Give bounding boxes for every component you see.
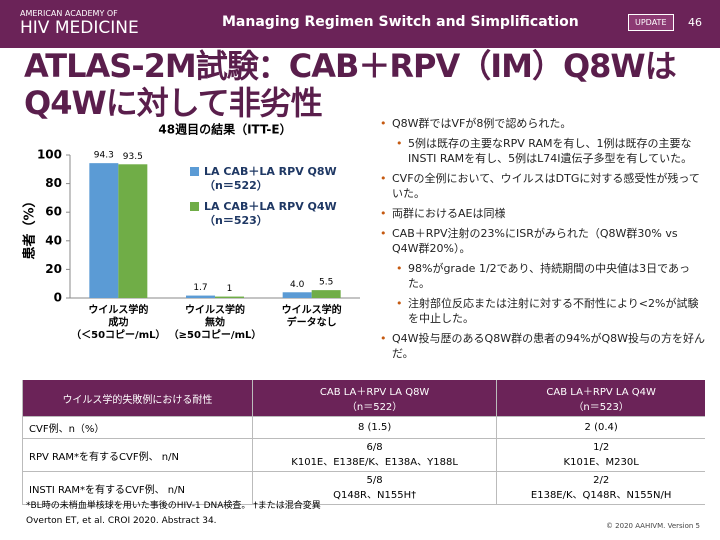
table-cell: 5/8 Q148R、N155H† [251, 471, 497, 505]
y-tick-label: 0 [54, 291, 62, 305]
table-row: CVF例、n（%） 8 (1.5) 2 (0.4) [22, 416, 705, 439]
chart-title: 48週目の結果（ITT-E） [158, 122, 291, 137]
resistance-table: ウイルス学的失敗例における耐性 CAB LA＋RPV LA Q8W （n＝522）… [22, 380, 705, 505]
bar [311, 290, 341, 298]
bullet: Q4W投与歴のあるQ8W群の患者の94%がQ8W投与の方を好んだ。 [378, 331, 706, 361]
value-label: 5.5 [319, 278, 333, 288]
table-cell: 8 (1.5) [251, 416, 497, 439]
y-tick-label: 80 [45, 176, 62, 190]
value-label: 1 [227, 284, 233, 294]
slide-title: ATLAS-2M試験：CAB＋RPV（IM）Q8Wは Q4Wに対して非劣性 [24, 47, 677, 122]
bullet-list: Q8W群ではVFが8例で認められた。 5例は既存の主要なRPV RAMを有し、1例… [378, 116, 706, 366]
table-cell: INSTI RAM*を有するCVF例、 n/N [22, 471, 253, 505]
bar [282, 292, 312, 298]
table-row: INSTI RAM*を有するCVF例、 n/N 5/8 Q148R、N155H† 2… [22, 471, 705, 505]
legend-label: LA CAB＋LA RPV Q4W （n＝523） [204, 200, 337, 227]
table-cell: CVF例、n（%） [22, 416, 253, 439]
bullet: Q8W群ではVFが8例で認められた。 [378, 116, 706, 131]
bullet: 両群におけるAEは同様 [378, 206, 706, 221]
header-cell: CAB LA＋RPV LA Q4W （n＝523） [496, 380, 705, 417]
bar [118, 164, 148, 298]
header-title: Managing Regimen Switch and Simplificati… [222, 14, 579, 30]
table-cell: 6/8 K101E、E138E/K、E138A、Y188L [251, 438, 497, 472]
org-line: AMERICAN ACADEMY OF [20, 9, 118, 18]
copyright: © 2020 AAHIVM. Version 5 [605, 522, 700, 530]
footnote: *BL時の未梢血単核球を用いた事後のHIV-1 DNA検査。 †または混合変異 [26, 501, 321, 511]
sub-bullet: 98%がgrade 1/2であり、持続期間の中央値は3日であった。 [378, 261, 706, 291]
y-tick-label: 40 [45, 233, 62, 247]
table-cell: RPV RAM*を有するCVF例、 n/N [22, 438, 253, 472]
chart: 48週目の結果（ITT-E） 患者（%） 0 20 40 60 80 100 ウイルス学的成… [22, 122, 360, 341]
header-cell: CAB LA＋RPV LA Q8W （n＝522） [251, 380, 497, 417]
bullet: CAB＋RPV注射の23%にISRがみられた（Q8W群30% vs Q4W群20… [378, 226, 706, 256]
bar [186, 295, 215, 298]
table-cell: 2/2 E138E/K、Q148R、N155N/H [496, 471, 705, 505]
legend-swatch [190, 202, 199, 211]
reference: Overton ET, et al. CROI 2020. Abstract 3… [26, 516, 217, 526]
table-cell: 1/2 K101E、M230L [496, 438, 705, 472]
value-label: 1.7 [193, 283, 207, 293]
x-tick-label: ウイルス学的無効（≥50コピー/mL） [169, 303, 262, 341]
header: AMERICAN ACADEMY OF HIV MEDICINE Managin… [0, 0, 720, 48]
header-cell: ウイルス学的失敗例における耐性 [22, 380, 253, 417]
y-tick-label: 100 [37, 148, 62, 162]
legend-label: LA CAB＋LA RPV Q8W （n＝522） [204, 165, 337, 192]
bullet: CVFの全例において、ウイルスはDTGに対する感受性が残っていた。 [378, 171, 706, 201]
table-row: RPV RAM*を有するCVF例、 n/N 6/8 K101E、E138E/K、E… [22, 438, 705, 472]
bar [215, 296, 244, 298]
legend-swatch [190, 167, 199, 176]
table-cell: 2 (0.4) [496, 416, 705, 439]
x-tick-label: ウイルス学的成功（＜50コピー/mL） [71, 303, 165, 341]
badge: UPDATE [628, 14, 674, 31]
page-number: 46 [688, 16, 702, 29]
value-label: 94.3 [94, 151, 114, 161]
x-tick-label: ウイルス学的データなし [282, 303, 342, 329]
y-tick-label: 20 [45, 262, 62, 276]
value-label: 93.5 [123, 152, 143, 162]
y-tick-label: 60 [45, 205, 62, 219]
sub-bullet: 5例は既存の主要なRPV RAMを有し、1例は既存の主要なINSTI RAMを有… [378, 136, 706, 166]
y-axis-label: 患者（%） [22, 194, 38, 259]
sub-bullet: 注射部位反応または注射に対する不耐性により<2%が試験を中止した。 [378, 296, 706, 326]
bar [89, 163, 119, 298]
org-name: HIV MEDICINE [20, 18, 139, 38]
value-label: 4.0 [290, 280, 305, 290]
